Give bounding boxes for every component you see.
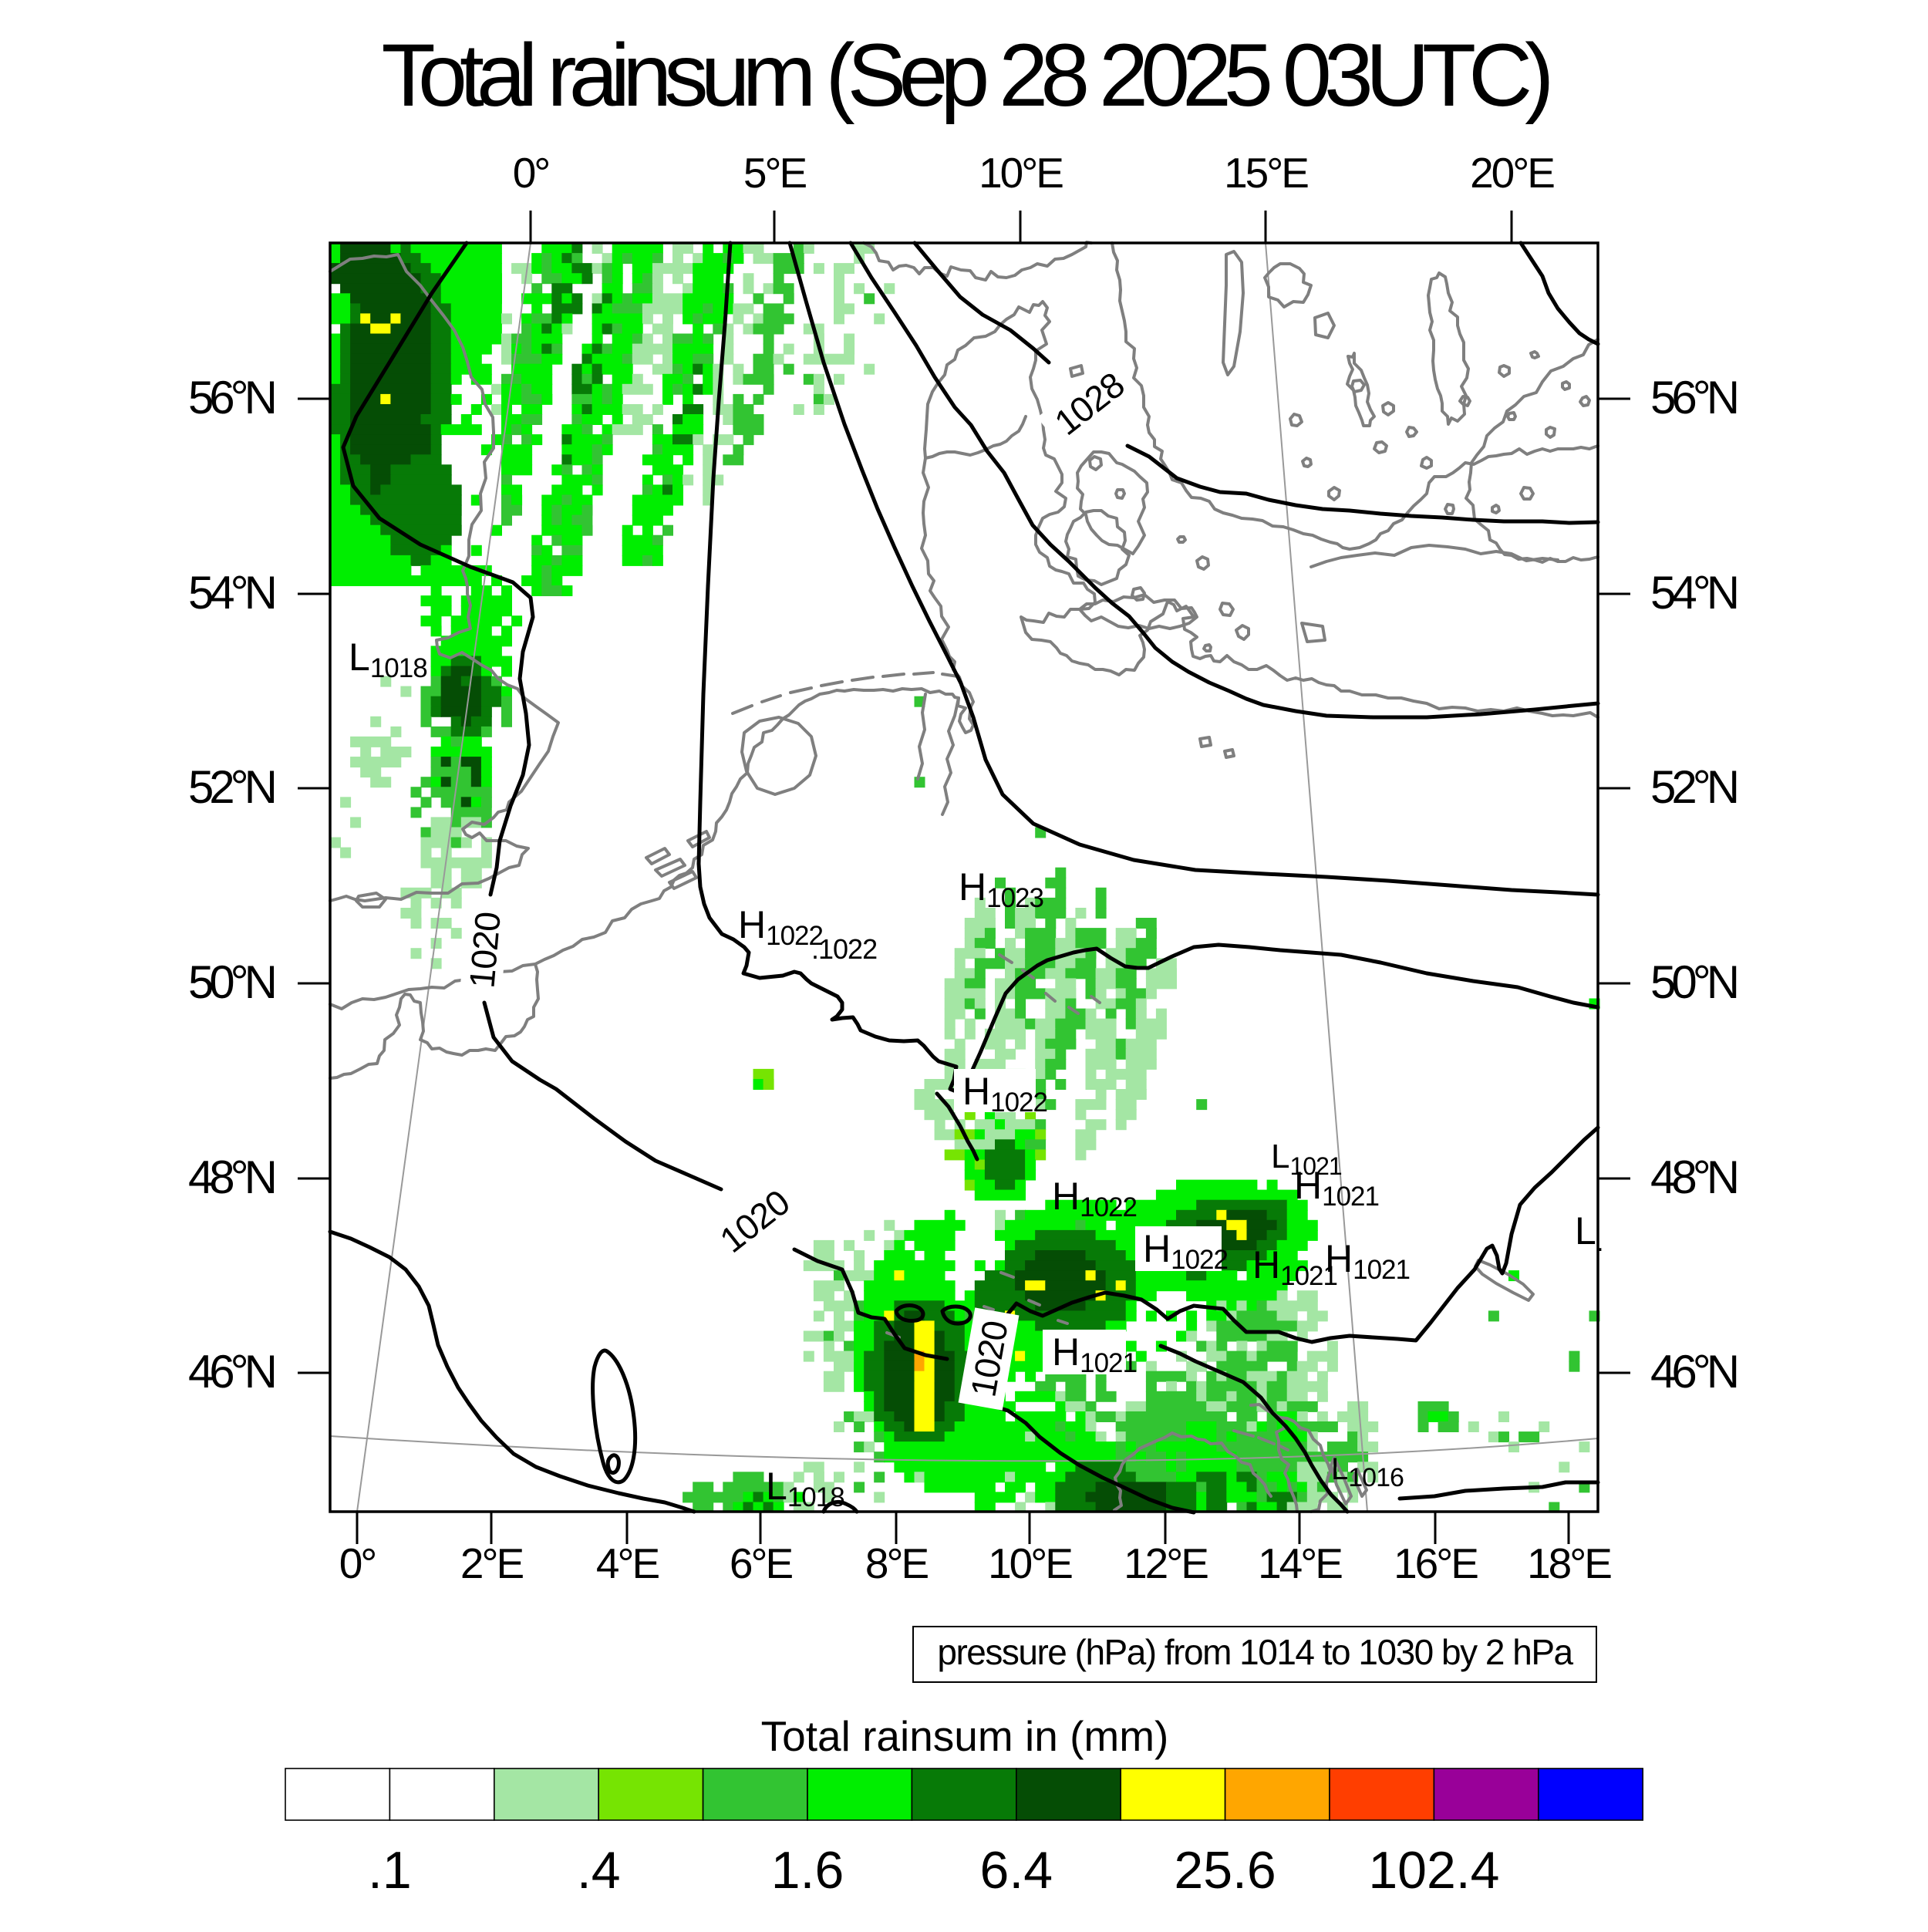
svg-text:H1022: H1022	[962, 1070, 1047, 1118]
svg-text:1.6: 1.6	[771, 1841, 844, 1900]
svg-text:5°E: 5°E	[743, 149, 807, 197]
svg-text:50°N: 50°N	[188, 956, 275, 1008]
svg-text:pressure (hPa) from 1014 to 10: pressure (hPa) from 1014 to 1030 by 2 hP…	[937, 1632, 1573, 1672]
svg-text:54°N: 54°N	[188, 567, 275, 619]
svg-text:4°E: 4°E	[596, 1539, 659, 1587]
svg-text:48°N: 48°N	[188, 1151, 275, 1203]
svg-text:15°E: 15°E	[1224, 149, 1308, 197]
svg-text:6.4: 6.4	[980, 1841, 1053, 1900]
svg-text:16°E: 16°E	[1394, 1539, 1478, 1587]
svg-text:12°E: 12°E	[1124, 1539, 1208, 1587]
svg-text:0°: 0°	[339, 1539, 376, 1587]
svg-text:52°N: 52°N	[188, 761, 275, 813]
svg-text:14°E: 14°E	[1258, 1539, 1342, 1587]
svg-text:8°E: 8°E	[865, 1539, 929, 1587]
svg-text:1020: 1020	[461, 911, 507, 990]
svg-text:.1022: .1022	[811, 933, 877, 965]
svg-text:25.6: 25.6	[1174, 1841, 1276, 1900]
svg-text:6°E: 6°E	[730, 1539, 793, 1587]
svg-text:20°E: 20°E	[1470, 149, 1554, 197]
svg-text:Total rainsum in (mm): Total rainsum in (mm)	[761, 1712, 1169, 1760]
svg-text:52°N: 52°N	[1650, 761, 1737, 813]
svg-text:46°N: 46°N	[1650, 1346, 1737, 1398]
svg-text:10°E: 10°E	[988, 1539, 1072, 1587]
svg-text:56°N: 56°N	[188, 372, 275, 423]
svg-text:48°N: 48°N	[1650, 1151, 1737, 1203]
svg-text:10°E: 10°E	[979, 149, 1063, 197]
svg-text:2°E: 2°E	[460, 1539, 524, 1587]
svg-text:Total rainsum (Sep 28 2025 03U: Total rainsum (Sep 28 2025 03UTC)	[382, 26, 1550, 125]
svg-text:50°N: 50°N	[1650, 956, 1737, 1008]
svg-text:.1: .1	[368, 1841, 412, 1900]
svg-text:102.4: 102.4	[1368, 1841, 1499, 1900]
svg-text:18°E: 18°E	[1527, 1539, 1611, 1587]
svg-text:56°N: 56°N	[1650, 372, 1737, 423]
svg-text:54°N: 54°N	[1650, 567, 1737, 619]
svg-text:0°: 0°	[513, 149, 549, 197]
svg-text:.4: .4	[577, 1841, 621, 1900]
svg-text:46°N: 46°N	[188, 1346, 275, 1398]
